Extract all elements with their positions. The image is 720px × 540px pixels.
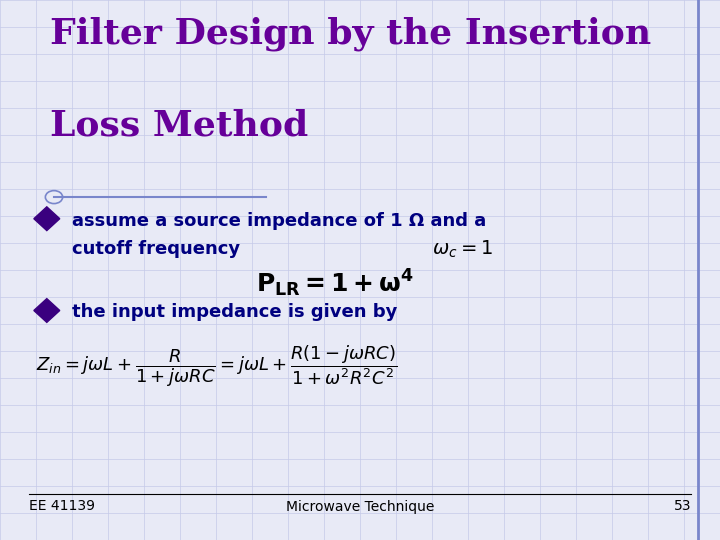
Text: $\omega_c = 1$: $\omega_c = 1$ [432, 239, 493, 260]
Text: Loss Method: Loss Method [50, 108, 309, 142]
Polygon shape [34, 207, 60, 231]
Text: cutoff frequency: cutoff frequency [72, 240, 240, 258]
Polygon shape [34, 299, 60, 322]
Text: Microwave Technique: Microwave Technique [286, 500, 434, 514]
Text: $Z_{in} = j\omega L + \dfrac{R}{1+j\omega RC} = j\omega L + \dfrac{R(1-j\omega R: $Z_{in} = j\omega L + \dfrac{R}{1+j\omeg… [36, 343, 397, 389]
Text: the input impedance is given by: the input impedance is given by [72, 303, 397, 321]
Text: 53: 53 [674, 500, 691, 514]
Text: Filter Design by the Insertion: Filter Design by the Insertion [50, 16, 652, 51]
Text: assume a source impedance of 1 Ω and a: assume a source impedance of 1 Ω and a [72, 212, 486, 230]
Text: $\mathbf{P_{LR} = 1+\omega^{4}}$: $\mathbf{P_{LR} = 1+\omega^{4}}$ [256, 267, 413, 299]
Text: EE 41139: EE 41139 [29, 500, 95, 514]
